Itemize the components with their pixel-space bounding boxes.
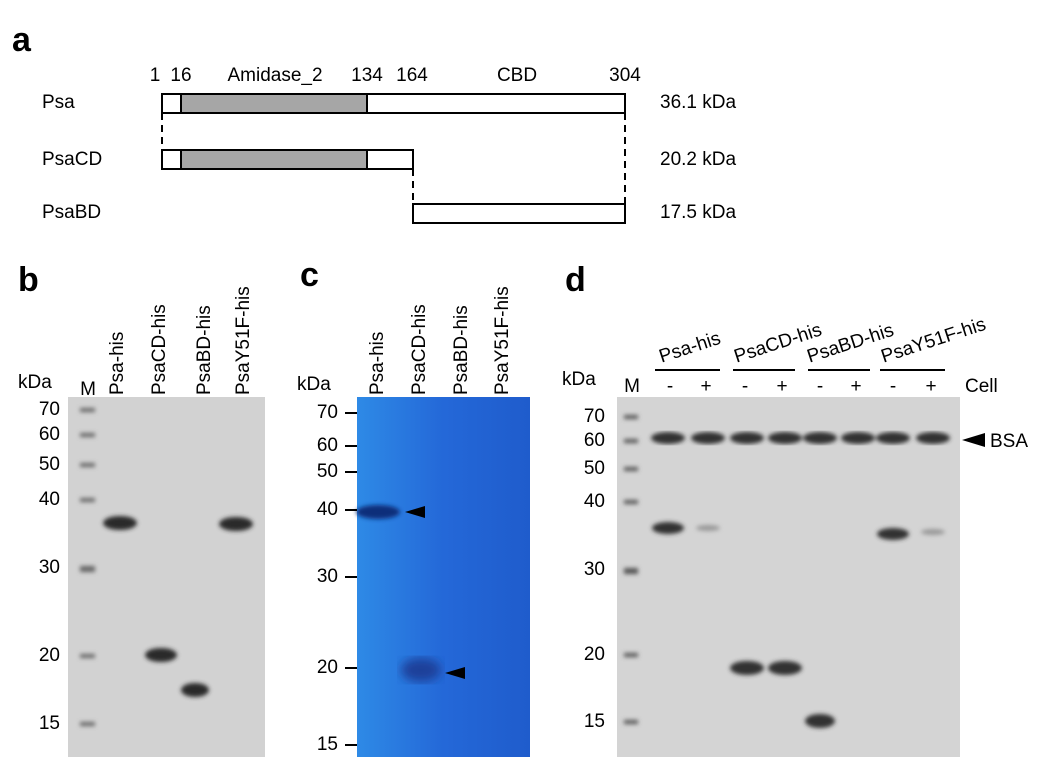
condition-label: + — [925, 376, 936, 397]
marker-label: 40 — [317, 499, 338, 520]
marker-band — [80, 566, 95, 572]
lane-label: Psa-his — [367, 332, 388, 395]
bsa-band — [691, 432, 725, 444]
residue-position: 1 — [150, 65, 161, 86]
panel-label: a — [12, 21, 32, 59]
domain-name: Amidase_2 — [227, 65, 322, 86]
bsa-band — [651, 432, 685, 444]
lane-label: PsaBD-his — [194, 305, 215, 395]
condition-label: - — [817, 376, 823, 397]
gel-b — [68, 397, 265, 757]
marker-label: 30 — [39, 557, 60, 578]
marker-label: 70 — [317, 402, 338, 423]
marker-band — [624, 415, 638, 419]
arrowheads — [405, 433, 985, 679]
marker-label: 15 — [39, 713, 60, 734]
marker-label: 30 — [584, 559, 605, 580]
lane-label: PsaCD-his — [409, 304, 430, 395]
unit-label: kDa — [297, 374, 331, 395]
reference-label: BSA — [990, 431, 1028, 452]
lane-label: Psa-his — [107, 332, 128, 395]
marker-label: 60 — [317, 435, 338, 456]
condition-label: + — [776, 376, 787, 397]
residue-position: 164 — [396, 65, 428, 86]
bsa-band — [841, 432, 875, 444]
marker-label: 70 — [584, 406, 605, 427]
marker-band — [80, 722, 95, 726]
bands — [103, 505, 945, 728]
construct-name: Psa — [42, 92, 75, 113]
amidase-domain — [180, 149, 368, 170]
bsa-band — [916, 432, 950, 444]
bsa-bands — [651, 432, 950, 444]
condition-label: - — [667, 376, 673, 397]
band — [401, 658, 441, 682]
residue-position: 16 — [170, 65, 191, 86]
marker-label: 50 — [317, 461, 338, 482]
construct-mass: 17.5 kDa — [660, 202, 736, 223]
gel-c — [357, 397, 530, 757]
condition-label: - — [742, 376, 748, 397]
lane-label: PsaCD-his — [149, 304, 170, 395]
lane-label: M — [80, 379, 96, 400]
condition-label: + — [850, 376, 861, 397]
panel-label: d — [565, 261, 586, 299]
marker-label: 70 — [39, 399, 60, 420]
lane-label: M — [624, 376, 640, 397]
marker-band — [80, 408, 95, 412]
construct-name: PsaCD — [42, 149, 102, 170]
marker-band — [624, 467, 638, 471]
condition-label: - — [890, 376, 896, 397]
marker-label: 40 — [584, 491, 605, 512]
marker-band — [80, 463, 95, 467]
construct-mass: 20.2 kDa — [660, 149, 736, 170]
group-label: PsaY51F-his — [879, 314, 989, 368]
condition-title: Cell — [965, 376, 998, 397]
residue-position: 304 — [609, 65, 641, 86]
marker-label: 15 — [317, 734, 338, 755]
marker-label: 20 — [584, 644, 605, 665]
marker-band — [80, 433, 95, 437]
marker-label: 50 — [584, 458, 605, 479]
domain-name: CBD — [497, 65, 537, 86]
marker-label: 20 — [39, 645, 60, 666]
condition-label: + — [700, 376, 711, 397]
psabd-box — [412, 203, 626, 224]
marker-band — [624, 439, 638, 443]
gel-d — [617, 397, 960, 757]
bsa-band — [803, 432, 837, 444]
bsa-band — [730, 432, 764, 444]
marker-band — [624, 653, 638, 657]
dashed-guides — [161, 113, 626, 204]
group-label: Psa-his — [657, 328, 724, 368]
marker-bands — [80, 408, 638, 726]
construct-name: PsaBD — [42, 202, 101, 223]
bsa-band — [876, 432, 910, 444]
marker-label: 60 — [39, 424, 60, 445]
bsa-band — [768, 432, 802, 444]
lane-label: PsaY51F-his — [233, 286, 254, 395]
marker-label: 50 — [39, 454, 60, 475]
marker-label: 20 — [317, 657, 338, 678]
marker-label: 30 — [317, 566, 338, 587]
marker-label: 40 — [39, 489, 60, 510]
construct-mass: 36.1 kDa — [660, 92, 736, 113]
marker-band — [80, 498, 95, 502]
marker-band — [80, 654, 95, 658]
panel-label: b — [18, 261, 39, 299]
marker-band — [624, 568, 638, 574]
amidase-domain — [180, 93, 368, 114]
unit-label: kDa — [562, 369, 596, 390]
residue-position: 134 — [351, 65, 383, 86]
marker-label: 60 — [584, 430, 605, 451]
marker-band — [624, 500, 638, 504]
lane-label: PsaBD-his — [451, 305, 472, 395]
lane-label: PsaY51F-his — [492, 286, 513, 395]
marker-band — [624, 720, 638, 724]
unit-label: kDa — [18, 372, 52, 393]
marker-label: 15 — [584, 711, 605, 732]
panel-label: c — [300, 256, 319, 294]
